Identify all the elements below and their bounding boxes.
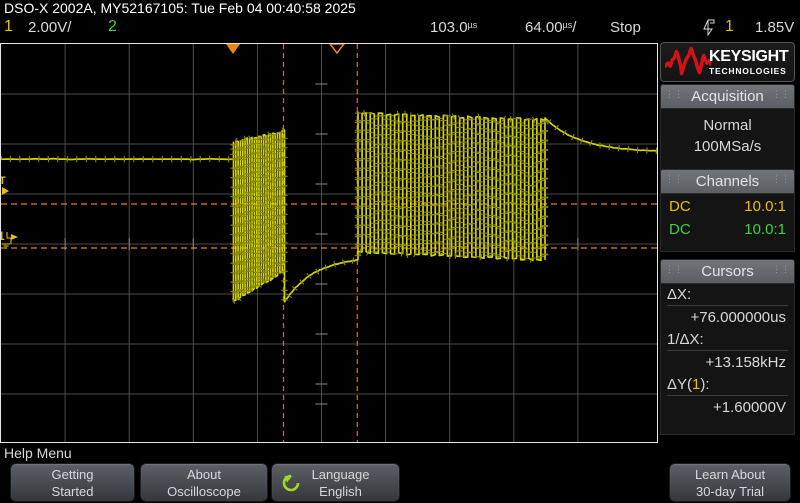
- svg-text:T: T: [0, 175, 6, 187]
- svg-text:1: 1: [0, 229, 5, 243]
